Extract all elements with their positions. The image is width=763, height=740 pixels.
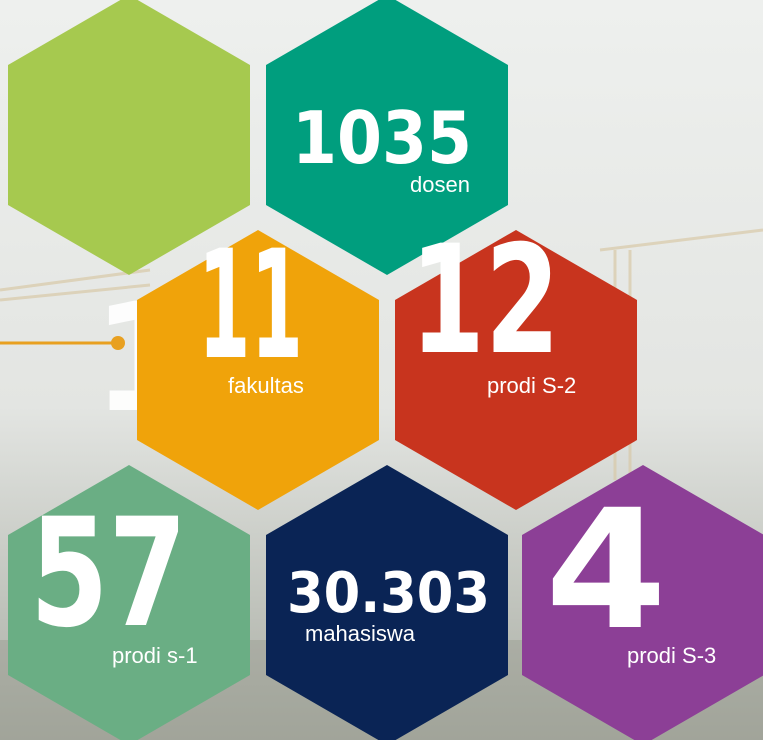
hexagon bbox=[8, 0, 250, 275]
hexagons bbox=[8, 0, 763, 740]
stat-number: 30.303 bbox=[287, 561, 490, 626]
hexagon bbox=[266, 0, 508, 275]
hexagon bbox=[522, 465, 763, 740]
connector-dot bbox=[111, 336, 125, 350]
hexagon bbox=[266, 465, 508, 740]
hexagon bbox=[395, 230, 637, 510]
stat-label: fakultas bbox=[228, 373, 304, 398]
stat-label: prodi s-1 bbox=[112, 643, 198, 668]
stat-number: 11 bbox=[198, 219, 303, 393]
stat-label: dosen bbox=[410, 172, 470, 197]
stat-label: prodi S-2 bbox=[487, 373, 576, 398]
stat-number: 4 bbox=[545, 474, 667, 666]
stat-number: 12 bbox=[410, 214, 560, 388]
stat-label: prodi S-3 bbox=[627, 643, 716, 668]
hexagon bbox=[8, 465, 250, 740]
stat-label: mahasiswa bbox=[305, 621, 416, 646]
hexagon bbox=[137, 230, 379, 510]
stat-number: 1035 bbox=[292, 96, 472, 180]
stat-number: 57 bbox=[30, 487, 187, 661]
